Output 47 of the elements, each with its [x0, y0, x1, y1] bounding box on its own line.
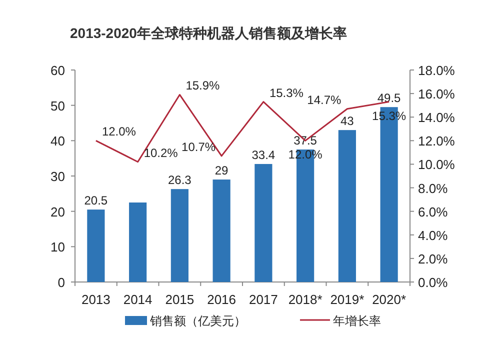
- y2-tick-label: 14.0%: [418, 110, 456, 126]
- data-label: 15.9%: [186, 78, 220, 93]
- legend-label: 年增长率: [333, 314, 381, 328]
- data-label: 26.3: [168, 173, 192, 188]
- x-tick-label: 2013: [81, 292, 110, 307]
- y-tick-label: 30: [50, 169, 65, 184]
- bar: [254, 164, 272, 282]
- x-tick-label: 2015: [165, 292, 194, 307]
- bar: [87, 210, 105, 282]
- x-tick-label: 2017: [248, 292, 278, 307]
- y-tick-label: 0: [58, 275, 65, 290]
- y2-tick-label: 2.0%: [418, 251, 448, 266]
- x-tick-label: 2014: [123, 292, 152, 307]
- bar: [338, 130, 356, 282]
- bar: [170, 189, 188, 282]
- x-tick-label: 2019*: [330, 292, 364, 307]
- y2-tick-label: 18.0%: [418, 63, 456, 78]
- x-tick-label: 2016: [207, 292, 236, 307]
- data-label: 49.5: [377, 91, 402, 106]
- data-label: 12.0%: [102, 124, 136, 139]
- data-label: 29: [214, 164, 229, 178]
- data-label: 20.5: [84, 194, 108, 208]
- y2-tick-label: 6.0%: [418, 204, 448, 220]
- data-label: 33.4: [252, 148, 276, 162]
- bar: [129, 202, 147, 282]
- y2-tick-label: 16.0%: [418, 86, 456, 102]
- y-tick-label: 40: [50, 134, 65, 149]
- y-tick-label: 10: [50, 240, 65, 255]
- y2-tick-label: 0.0%: [418, 275, 448, 290]
- data-label: 10.2%: [144, 146, 178, 160]
- x-tick-label: 2018*: [288, 292, 322, 307]
- y-tick-label: 20: [50, 204, 65, 220]
- data-label: 10.7%: [182, 140, 216, 154]
- x-tick-label: 2020*: [372, 292, 406, 307]
- legend-label: 销售额（亿美元）: [149, 314, 246, 328]
- data-label: 43: [340, 114, 354, 128]
- y2-tick-label: 8.0%: [418, 180, 448, 196]
- y2-tick-label: 10.0%: [418, 157, 456, 172]
- chart-title: 2013-2020年全球特种机器人销售额及增长率: [70, 25, 347, 41]
- y-tick-label: 60: [50, 63, 65, 78]
- data-label: 37.5: [294, 134, 318, 148]
- y-tick-label: 50: [50, 98, 65, 114]
- bar: [212, 180, 230, 282]
- y2-tick-label: 4.0%: [418, 228, 448, 243]
- data-label: 14.7%: [307, 92, 342, 107]
- y2-tick-label: 12.0%: [418, 134, 456, 149]
- data-label: 15.3%: [269, 86, 304, 100]
